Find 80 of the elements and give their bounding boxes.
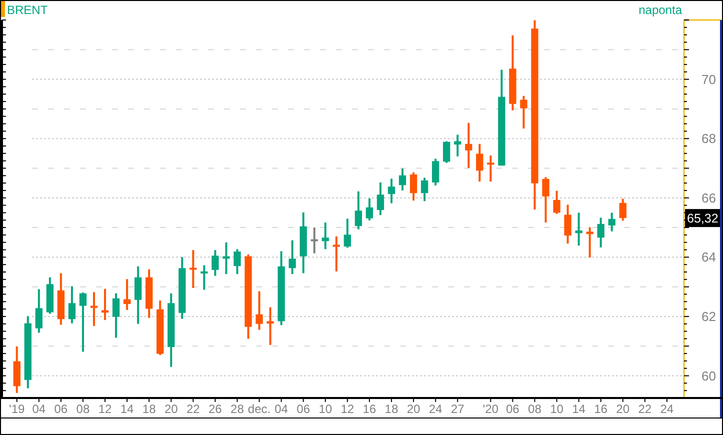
x-tick-label: 10 — [550, 402, 564, 416]
x-tick-label: 22 — [186, 402, 200, 416]
candlestick — [542, 176, 550, 224]
x-tick-label: 18 — [142, 402, 156, 416]
candlestick — [344, 218, 351, 249]
x-tick-label: 14 — [120, 402, 134, 416]
candlestick — [68, 285, 76, 324]
candlestick — [134, 265, 142, 325]
x-tick-label: 08 — [76, 402, 90, 416]
x-tick-label: 06 — [296, 402, 310, 416]
candlestick — [564, 204, 572, 245]
y-tick-label: 70 — [702, 72, 716, 87]
candlestick — [354, 190, 362, 230]
x-tick-label: 16 — [594, 402, 608, 416]
y-tick-label: 66 — [702, 190, 716, 206]
candlestick — [520, 94, 528, 130]
candlestick — [256, 290, 263, 331]
x-tick-label: 12 — [340, 402, 354, 416]
candlestick — [420, 176, 428, 202]
candlestick — [553, 190, 560, 215]
candlestick — [112, 292, 120, 339]
x-tick-label: 08 — [528, 402, 542, 416]
candlestick — [123, 278, 131, 311]
candlestick — [619, 198, 626, 222]
candlestick — [388, 178, 396, 204]
candlestick — [575, 212, 582, 247]
x-tick-label: '20 — [482, 402, 499, 416]
candlestick — [465, 122, 472, 169]
candlestick — [212, 249, 219, 277]
x-tick-label: 27 — [450, 402, 465, 416]
candlestick — [200, 264, 208, 291]
candlestick — [234, 248, 241, 276]
y-tick-label: 62 — [702, 309, 716, 324]
x-tick-label: '19 — [9, 402, 26, 416]
candlestick — [410, 171, 418, 202]
x-tick-label: 04 — [32, 402, 46, 416]
candlestick — [376, 181, 384, 216]
candlestick — [35, 288, 42, 334]
candlestick — [266, 306, 274, 346]
x-tick-label: 04 — [274, 402, 288, 416]
y-tick-label: 68 — [702, 131, 716, 146]
x-tick-label: 18 — [384, 402, 398, 416]
x-tick-label: 14 — [572, 402, 586, 416]
x-tick-label: 20 — [406, 402, 421, 416]
candlestick — [90, 291, 98, 327]
chart-subtitle: naponta — [638, 3, 682, 17]
x-tick-label: dec. — [248, 402, 271, 416]
x-tick-label: 06 — [506, 402, 520, 416]
x-tick-label: 22 — [638, 402, 652, 416]
x-tick-label: 06 — [54, 402, 68, 416]
y-tick-label: 60 — [702, 368, 716, 384]
candlestick — [366, 197, 374, 222]
candlestick — [190, 249, 197, 290]
candlestick — [586, 226, 594, 258]
candlestick — [454, 134, 462, 158]
x-tick-label: 16 — [362, 402, 376, 416]
x-tick-label: 24 — [660, 402, 674, 416]
x-tick-label: 24 — [428, 402, 443, 416]
candlestick — [398, 168, 406, 192]
x-tick-label: 10 — [318, 402, 332, 416]
candlestick — [608, 212, 616, 232]
candlestick — [310, 226, 318, 254]
candlestick — [101, 288, 109, 322]
candlestick — [288, 239, 296, 276]
candlestick — [597, 216, 604, 248]
x-tick-label: 28 — [230, 402, 244, 416]
x-tick-label: 20 — [616, 402, 630, 416]
candlestick — [322, 221, 329, 250]
candlestick — [476, 142, 484, 183]
chart-title: BRENT — [7, 3, 48, 17]
candlestick — [79, 291, 87, 353]
candlestick — [332, 235, 340, 272]
text: 65,32 — [687, 211, 718, 226]
x-tick-label: 20 — [164, 402, 178, 416]
x-tick-label: 26 — [208, 402, 222, 416]
candlestick — [487, 154, 494, 183]
y-tick-label: 64 — [702, 250, 716, 265]
x-tick-label: 12 — [98, 402, 112, 416]
candlestick — [432, 158, 440, 186]
candlestick — [442, 140, 450, 164]
